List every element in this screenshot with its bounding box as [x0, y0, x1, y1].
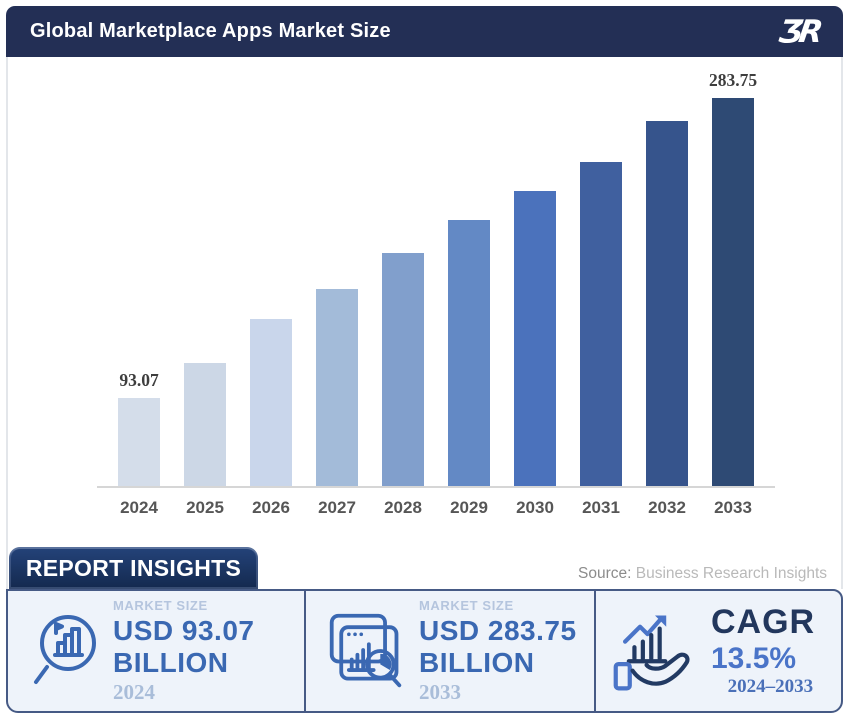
- axis-tick-2027: 2027: [318, 498, 356, 517]
- magnifier-bar-chart-icon: [34, 615, 96, 684]
- card-text-block: MARKET SIZE USD 93.07 BILLION 2024: [113, 597, 255, 705]
- axis-tick-2032: 2032: [648, 498, 686, 517]
- bar-slot-2028: 2028: [370, 57, 436, 517]
- chart-panel: 93.07 2024 2025 2026 2027 2028 2029 2030 2031 203…: [6, 57, 843, 589]
- bar-slot-2024: 93.07 2024: [106, 57, 172, 517]
- axis-tick-2025: 2025: [186, 498, 224, 517]
- market-size-2033-card: MARKET SIZE USD 283.75 BILLION 2033: [304, 591, 594, 711]
- market-size-eyebrow: MARKET SIZE: [419, 597, 514, 613]
- market-size-value-line1: USD 93.07: [113, 615, 255, 647]
- source-name: Business Research Insights: [635, 565, 827, 582]
- axis-tick-2030: 2030: [516, 498, 554, 517]
- cagr-period: 2024–2033: [727, 676, 814, 698]
- bar-2025: [184, 363, 226, 486]
- source-prefix: Source:: [578, 565, 632, 582]
- bar-chart: 93.07 2024 2025 2026 2027 2028 2029 2030 2031 203…: [97, 57, 775, 517]
- growth-hand-icon: [613, 615, 690, 691]
- bar-slot-2026: 2026: [238, 57, 304, 517]
- axis-tick-2033: 2033: [714, 498, 752, 517]
- cagr-label: CAGR: [711, 602, 816, 641]
- axis-tick-2031: 2031: [582, 498, 620, 517]
- bar-2029: [448, 220, 490, 486]
- windows-analytics-icon: [329, 613, 402, 688]
- bar-2028: [382, 253, 424, 486]
- bar-2024: [118, 398, 160, 486]
- bar-2027: [316, 289, 358, 486]
- business-research-logo-icon: ƷR: [776, 13, 822, 50]
- bar-slot-2025: 2025: [172, 57, 238, 517]
- card-text-block: MARKET SIZE USD 283.75 BILLION 2033: [419, 597, 577, 705]
- card-text-block: CAGR 13.5% 2024–2033: [711, 602, 816, 698]
- cagr-value: 13.5%: [711, 641, 797, 675]
- bar-2033: [712, 98, 754, 486]
- bar-slot-2027: 2027: [304, 57, 370, 517]
- bar-slot-2032: 2032: [634, 57, 700, 517]
- bar-slot-2030: 2030: [502, 57, 568, 517]
- axis-tick-2024: 2024: [120, 498, 158, 517]
- insight-cards-row: MARKET SIZE USD 93.07 BILLION 2024 MARK: [6, 589, 843, 713]
- bar-2031: [580, 162, 622, 486]
- axis-tick-2026: 2026: [252, 498, 290, 517]
- infographic-frame: Global Marketplace Apps Market Size ƷR 9…: [6, 6, 843, 713]
- market-size-year: 2033: [419, 680, 461, 705]
- bar-value-label-2024: 93.07: [119, 370, 159, 390]
- header-bar: Global Marketplace Apps Market Size ƷR: [6, 6, 843, 57]
- report-insights-banner: REPORT INSIGHTS: [9, 547, 258, 589]
- bar-2032: [646, 121, 688, 486]
- market-size-eyebrow: MARKET SIZE: [113, 597, 208, 613]
- bars-row: 93.07 2024 2025 2026 2027 2028 2029 2030 2031 203…: [106, 57, 766, 517]
- cagr-card: CAGR 13.5% 2024–2033: [594, 591, 841, 711]
- bar-slot-2031: 2031: [568, 57, 634, 517]
- source-attribution: Source: Business Research Insights: [578, 565, 827, 583]
- axis-tick-2028: 2028: [384, 498, 422, 517]
- market-size-value-line1: USD 283.75: [419, 615, 577, 647]
- bar-2030: [514, 191, 556, 486]
- market-size-2024-card: MARKET SIZE USD 93.07 BILLION 2024: [8, 591, 304, 711]
- bar-value-label-2033: 283.75: [708, 70, 758, 90]
- bar-slot-2029: 2029: [436, 57, 502, 517]
- axis-tick-2029: 2029: [450, 498, 488, 517]
- market-size-value-line2: BILLION: [113, 646, 229, 678]
- market-size-year: 2024: [113, 680, 155, 705]
- bar-slot-2033: 283.75 2033: [700, 57, 766, 517]
- market-size-value-line2: BILLION: [419, 646, 535, 678]
- page-title: Global Marketplace Apps Market Size: [30, 20, 391, 42]
- bar-2026: [250, 319, 292, 486]
- report-insights-label: REPORT INSIGHTS: [25, 554, 242, 581]
